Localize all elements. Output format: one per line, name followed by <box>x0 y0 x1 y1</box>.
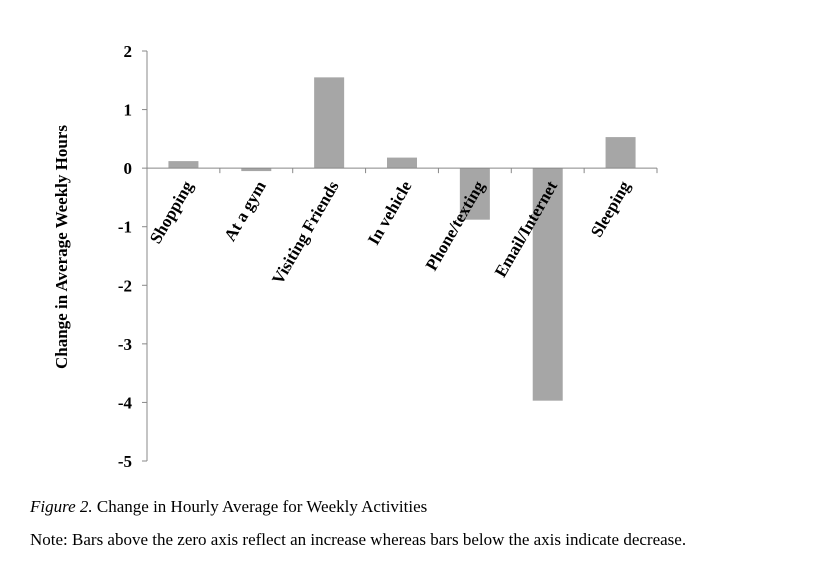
y-tick-label: -4 <box>118 393 133 412</box>
category-label: Sleeping <box>587 177 634 240</box>
y-tick-label: -5 <box>118 452 132 471</box>
figure-title: Change in Hourly Average for Weekly Acti… <box>92 497 428 516</box>
axes-group <box>146 51 658 461</box>
category-label: In vehicle <box>364 177 416 248</box>
figure-caption: Figure 2. Change in Hourly Average for W… <box>30 497 427 517</box>
y-tick-label: 0 <box>124 159 133 178</box>
bar <box>387 157 417 169</box>
bar <box>459 168 490 220</box>
bars-group <box>168 77 636 401</box>
bar <box>241 168 272 172</box>
bar <box>605 137 636 169</box>
y-tick-label: -3 <box>118 335 132 354</box>
y-tick-label: -2 <box>118 276 132 295</box>
category-label: Phone/texting <box>422 177 489 274</box>
y-tick-label: 1 <box>124 101 133 120</box>
bar <box>168 161 199 169</box>
y-tick-label: 2 <box>124 42 133 61</box>
bar <box>532 168 563 401</box>
y-ticks-group: 2 1 0 -1 -2 -3 -4 -5 <box>118 42 147 471</box>
category-label: Shopping <box>146 177 197 247</box>
bar <box>314 77 345 169</box>
figure-label: Figure 2. <box>30 497 93 516</box>
y-axis-title: Change in Average Weekly Hours <box>52 125 71 369</box>
category-label: At a gym <box>220 178 270 245</box>
y-tick-label: -1 <box>118 218 132 237</box>
figure-note: Note: Bars above the zero axis reflect a… <box>30 530 687 549</box>
category-label: Visiting Friends <box>268 177 343 287</box>
